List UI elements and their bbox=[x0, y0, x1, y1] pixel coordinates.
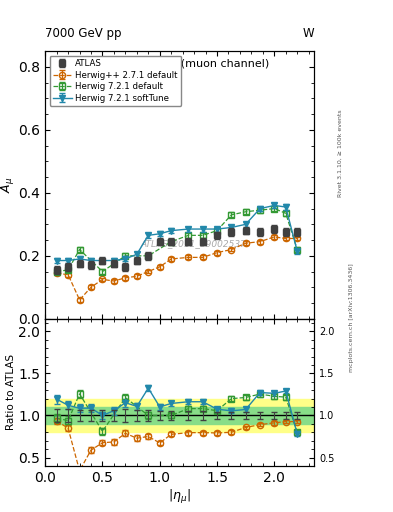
Text: Asymmetry vsη (muon channel): Asymmetry vsη (muon channel) bbox=[90, 59, 270, 69]
Text: ATLAS_2011_S9002537: ATLAS_2011_S9002537 bbox=[140, 239, 246, 248]
Bar bbox=[45, 399, 314, 432]
Y-axis label: Ratio to ATLAS: Ratio to ATLAS bbox=[6, 354, 16, 431]
Text: W: W bbox=[303, 27, 314, 40]
Bar bbox=[45, 407, 314, 424]
Text: 7000 GeV pp: 7000 GeV pp bbox=[45, 27, 122, 40]
Legend: ATLAS, Herwig++ 2.7.1 default, Herwig 7.2.1 default, Herwig 7.2.1 softTune: ATLAS, Herwig++ 2.7.1 default, Herwig 7.… bbox=[50, 55, 181, 106]
X-axis label: $|\eta_\mu|$: $|\eta_\mu|$ bbox=[169, 487, 191, 505]
Text: mcplots.cern.ch [arXiv:1306.3436]: mcplots.cern.ch [arXiv:1306.3436] bbox=[349, 263, 354, 372]
Text: Rivet 3.1.10, ≥ 100k events: Rivet 3.1.10, ≥ 100k events bbox=[338, 110, 342, 198]
Y-axis label: $A_\mu$: $A_\mu$ bbox=[0, 177, 16, 193]
